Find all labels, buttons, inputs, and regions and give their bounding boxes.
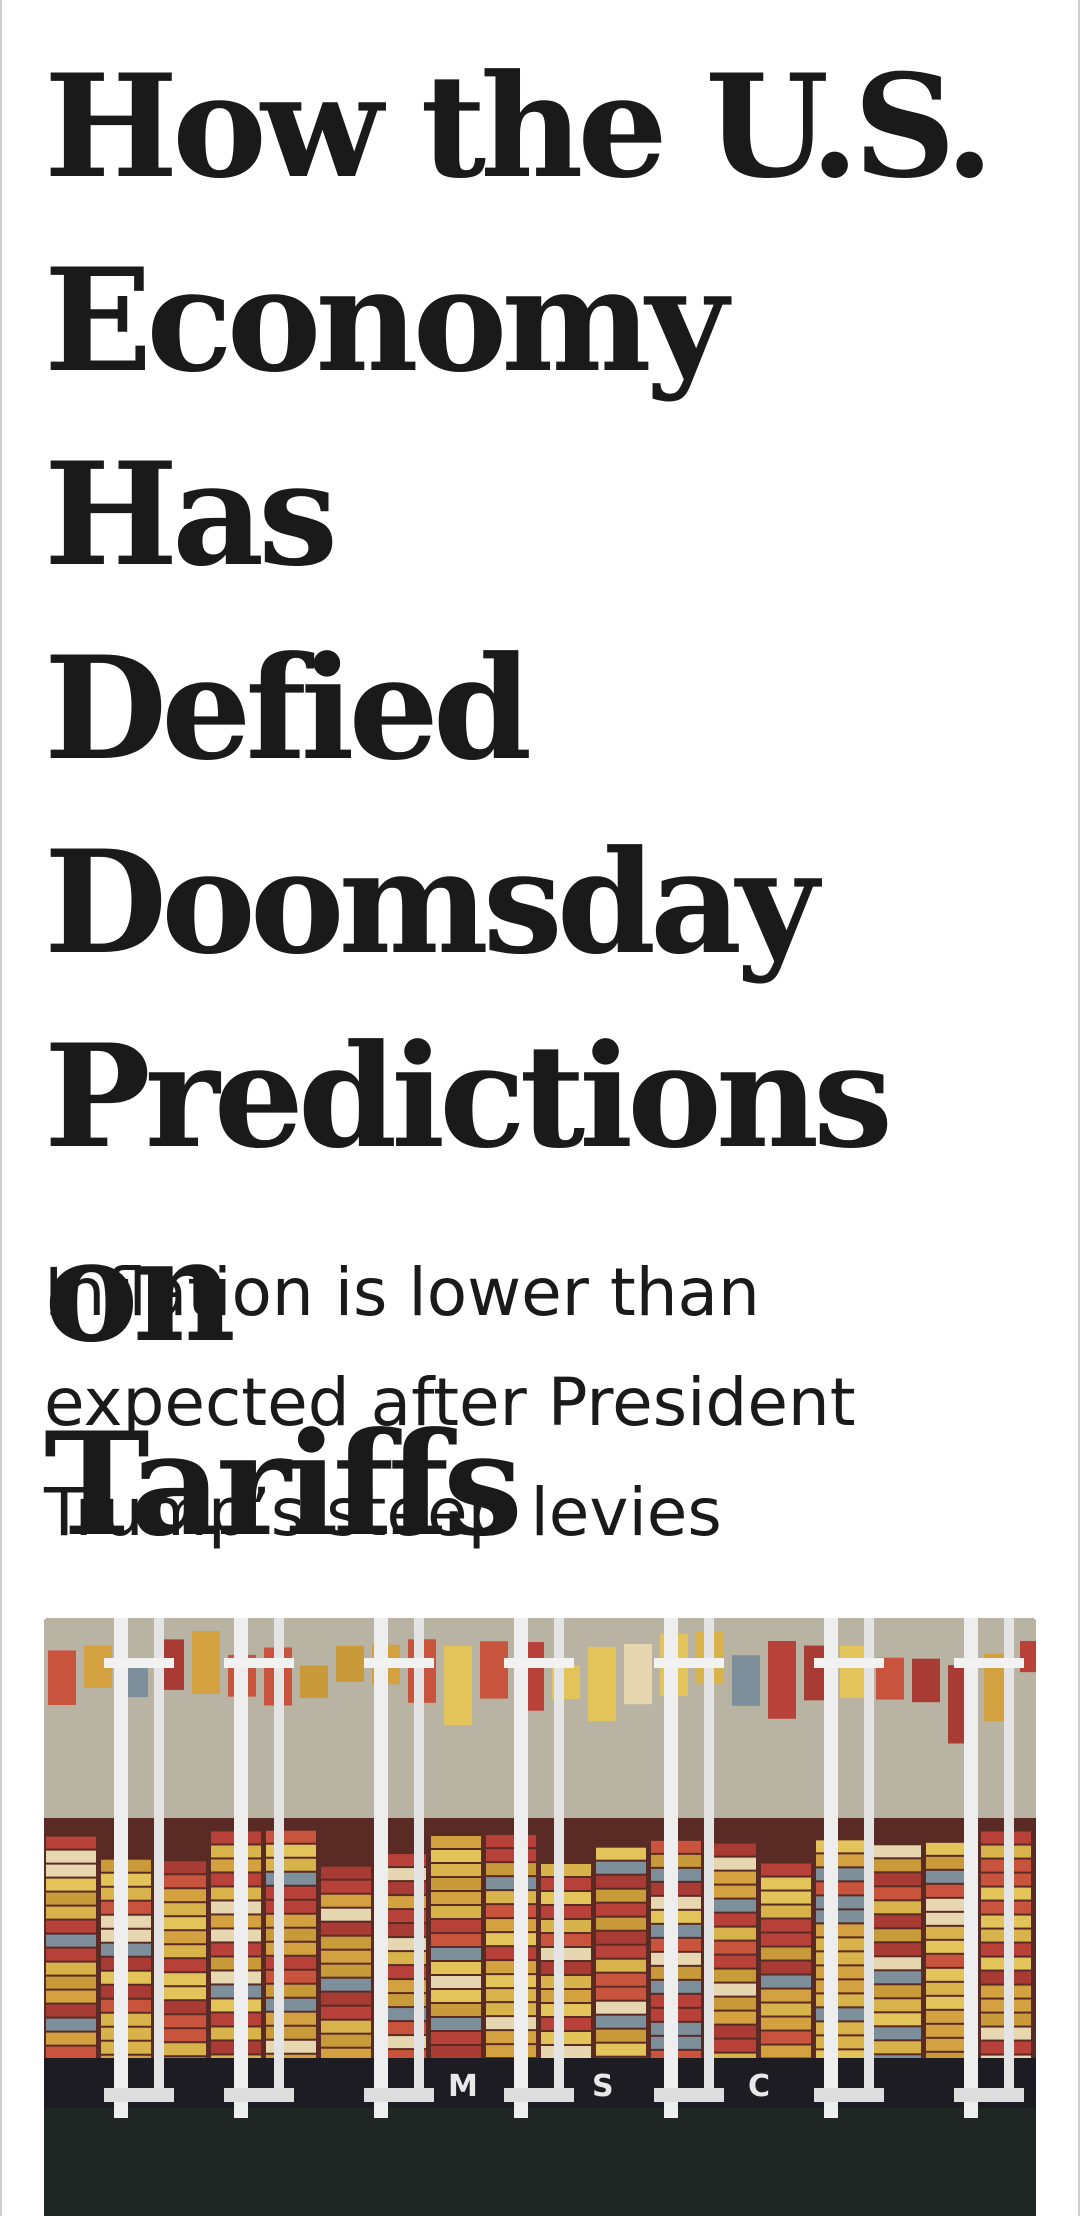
- article-headline: How the U.S. Economy Has Defied Doomsday…: [44, 44, 994, 1568]
- container-ship-illustration: M S C: [44, 1618, 1036, 2216]
- ship-letter-c: C: [748, 2069, 770, 2104]
- right-border: [1078, 0, 1080, 2216]
- left-border: [0, 0, 2, 2216]
- article-hero-image: M S C: [44, 1618, 1036, 2216]
- ship-letter-s: S: [592, 2069, 614, 2104]
- ship-letter-m: M: [448, 2069, 478, 2104]
- article-dek: Inflation is lower than expected after P…: [44, 1254, 856, 1551]
